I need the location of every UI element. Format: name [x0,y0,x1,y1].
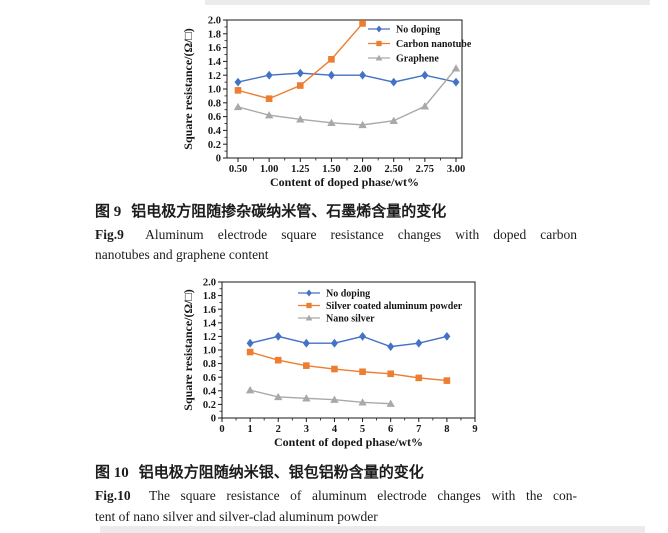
svg-text:0.6: 0.6 [208,112,221,123]
svg-text:1.6: 1.6 [208,43,221,54]
fig10-chart: 0 0.2 0.4 0.6 0.8 1.0 1.2 1.4 1.6 1.8 2.0 0 1 2 3 4 5 6 7 8… [181,278,478,449]
legend-entry-no-doping: No doping [368,24,440,35]
svg-text:Square resistance/(Ω/□): Square resistance/(Ω/□) [181,28,195,149]
svg-text:3.00: 3.00 [447,164,465,175]
series-no-doping [234,68,460,87]
scan-artifact-bottom [100,526,645,533]
legend-entry-graphene: Graphene [368,53,439,64]
series-nano-silver [245,386,395,407]
svg-text:0.4: 0.4 [208,126,222,137]
svg-text:2.00: 2.00 [353,164,371,175]
fig9-caption-zh: 图 9 铝电极方阻随掺杂碳纳米管、石墨烯含量的变化 [95,202,577,222]
series-graphene [233,64,461,129]
svg-text:0: 0 [211,414,216,425]
svg-text:0: 0 [216,154,221,165]
svg-text:2: 2 [276,424,281,435]
svg-text:1.00: 1.00 [260,164,278,175]
fig9-caption-zh-text: 铝电极方阻随掺杂碳纳米管、石墨烯含量的变化 [131,204,447,220]
series-carbon-nanotube [234,20,366,102]
svg-text:8: 8 [444,424,449,435]
svg-text:0.8: 0.8 [208,98,221,109]
legend-entry-silver-coated-aluminum-powder: Silver coated aluminum powder [298,301,463,312]
fig10-caption-en-label: Fig.10 [95,488,131,503]
fig10-caption-en-line2: tent of nano silver and silver-clad alum… [95,509,378,524]
svg-text:0: 0 [219,424,224,435]
svg-text:0.2: 0.2 [203,400,216,411]
svg-text:1.0: 1.0 [208,85,221,96]
svg-text:9: 9 [472,424,477,435]
svg-text:No doping: No doping [326,288,370,299]
svg-text:1.2: 1.2 [208,71,221,82]
legend-entry-no-doping: No doping [298,288,370,299]
svg-text:1.4: 1.4 [208,57,222,68]
svg-text:1.8: 1.8 [208,29,221,40]
svg-text:0.50: 0.50 [229,164,247,175]
svg-text:3: 3 [304,424,309,435]
svg-text:0.6: 0.6 [203,373,216,384]
svg-text:7: 7 [416,424,421,435]
fig9-caption-en-line1: Fig.9 Aluminum electrode square resistan… [95,226,577,244]
svg-text:1.2: 1.2 [203,332,216,343]
svg-text:2.75: 2.75 [416,164,434,175]
fig9-caption-zh-label: 图 9 [95,204,122,220]
svg-text:Content of doped phase/wt%: Content of doped phase/wt% [270,175,419,189]
svg-text:1: 1 [247,424,252,435]
fig10-caption-en-line1: Fig.10 The square resistance of aluminum… [95,487,577,505]
svg-text:Nano silver: Nano silver [326,313,375,324]
svg-text:1.8: 1.8 [203,291,216,302]
svg-text:1.25: 1.25 [291,164,309,175]
legend-entry-carbon-nanotube: Carbon nanotube [368,39,472,50]
svg-text:6: 6 [388,424,393,435]
svg-text:No doping: No doping [396,24,440,35]
svg-text:4: 4 [332,424,338,435]
series-no-doping [246,332,451,351]
svg-text:1.6: 1.6 [203,305,216,316]
svg-text:Carbon nanotube: Carbon nanotube [396,39,472,50]
fig9-caption-en-line2: nanotubes and graphene content [95,247,269,262]
fig10-caption-zh-text: 铝电极方阻随纳米银、银包铝粉含量的变化 [138,465,424,481]
svg-text:Graphene: Graphene [396,53,439,64]
svg-text:Square resistance/(Ω/□): Square resistance/(Ω/□) [181,289,195,410]
fig10-caption-zh: 图 10 铝电极方阻随纳米银、银包铝粉含量的变化 [95,463,577,483]
svg-text:0.4: 0.4 [203,386,217,397]
svg-text:2.50: 2.50 [385,164,403,175]
scan-artifact-top [205,0,650,5]
svg-text:5: 5 [360,424,365,435]
svg-text:2.0: 2.0 [208,16,221,27]
svg-text:Content of doped phase/wt%: Content of doped phase/wt% [274,435,423,449]
svg-text:0.2: 0.2 [208,140,221,151]
fig10-caption-zh-label: 图 10 [95,465,129,481]
svg-text:2.0: 2.0 [203,278,216,289]
svg-text:1.50: 1.50 [322,164,340,175]
fig10-caption-en-line1-text: The square resistance of aluminum electr… [148,488,578,503]
svg-text:1.0: 1.0 [203,346,216,357]
series-silver-coated-aluminum-powder [246,348,451,384]
legend-entry-nano-silver: Nano silver [298,313,375,324]
svg-text:Silver coated aluminum powder: Silver coated aluminum powder [326,301,463,312]
svg-text:0.8: 0.8 [203,359,216,370]
fig9-caption-en-label: Fig.9 [95,227,124,242]
svg-text:1.4: 1.4 [203,318,217,329]
fig9-chart: 0 0.2 0.4 0.6 0.8 1.0 1.2 1.4 1.6 1.8 2.0 0.50 1.00 1… [181,16,472,189]
fig9-caption-en-line1-text: Aluminum electrode square resistance cha… [145,227,578,242]
